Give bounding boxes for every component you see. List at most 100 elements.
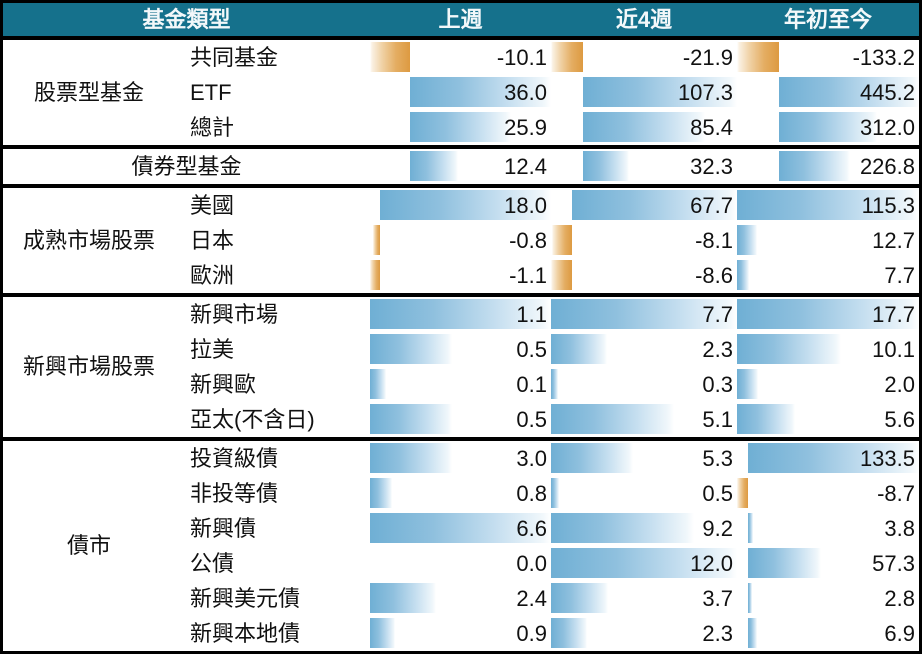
data-bar — [748, 583, 752, 613]
data-bar — [737, 478, 749, 508]
value-text: 3.7 — [702, 585, 733, 611]
data-bar — [748, 513, 753, 543]
row-label: 新興歐 — [190, 371, 257, 397]
row-label: 新興債 — [190, 515, 257, 541]
data-bar — [737, 190, 919, 220]
value-cell: 10.1 — [737, 332, 919, 367]
value-cell: 5.3 — [551, 441, 737, 476]
data-bar — [551, 260, 572, 290]
value-text: 5.1 — [702, 406, 733, 432]
data-bar — [551, 369, 559, 399]
data-bar — [370, 334, 453, 364]
value-text: 7.7 — [884, 262, 915, 288]
value-cell: 2.3 — [551, 332, 737, 367]
value-cell: 0.1 — [370, 367, 551, 402]
value-text: 12.0 — [690, 550, 733, 576]
value-cell: 445.2 — [737, 75, 919, 110]
value-cell: 7.7 — [551, 297, 737, 332]
data-bar — [748, 548, 822, 578]
value-text: 6.9 — [884, 620, 915, 646]
row-label: 新興市場 — [190, 301, 279, 327]
value-cell: 0.9 — [370, 616, 551, 651]
data-bar — [778, 112, 878, 142]
value-text: 32.3 — [690, 153, 733, 179]
row-label: 日本 — [190, 227, 235, 253]
value-cell: -133.2 — [737, 40, 919, 75]
data-bar — [551, 513, 694, 543]
data-bar — [778, 77, 919, 107]
value-text: 2.4 — [516, 585, 547, 611]
value-text: 0.8 — [516, 480, 547, 506]
value-text: 0.0 — [516, 550, 547, 576]
value-text: 12.4 — [504, 153, 547, 179]
data-bar — [551, 478, 559, 508]
value-cell: -0.8 — [370, 223, 551, 258]
value-cell: 1.1 — [370, 297, 551, 332]
row-label: 新興美元債 — [190, 585, 301, 611]
value-cell: 5.6 — [737, 402, 919, 437]
row-label: 歐洲 — [190, 262, 235, 288]
section-equity-funds: 股票型基金 共同基金 -10.1 -21.9 -133.2 ETF 36.0 1… — [3, 36, 919, 145]
value-cell: 25.9 — [370, 110, 551, 145]
value-cell: -8.1 — [551, 223, 737, 258]
data-bar — [370, 583, 436, 613]
value-cell: 6.6 — [370, 511, 551, 546]
data-bar — [551, 334, 607, 364]
data-bar — [551, 299, 737, 329]
value-cell: 0.5 — [370, 332, 551, 367]
data-bar — [737, 299, 919, 329]
value-cell: 85.4 — [551, 110, 737, 145]
data-bar — [370, 369, 387, 399]
data-bar — [737, 404, 795, 434]
data-bar — [370, 404, 453, 434]
value-text: 226.8 — [859, 153, 915, 179]
value-cell: 0.5 — [370, 402, 551, 437]
value-cell: 0.5 — [551, 476, 737, 511]
value-cell: -8.6 — [551, 258, 737, 293]
data-bar — [737, 42, 779, 72]
value-cell: 2.0 — [737, 367, 919, 402]
row-label: 拉美 — [190, 336, 235, 362]
value-text: 6.6 — [516, 515, 547, 541]
row-label: 總計 — [190, 114, 235, 140]
data-bar — [370, 260, 381, 290]
data-bar — [737, 334, 841, 364]
value-cell: 57.3 — [737, 546, 919, 581]
group-label: 新興市場股票 — [22, 354, 155, 379]
header-last-week: 上週 — [438, 6, 483, 32]
row-label: 投資級債 — [190, 445, 279, 471]
value-text: 107.3 — [677, 79, 733, 105]
header-year-to-date: 年初至今 — [783, 6, 872, 32]
value-text: 17.7 — [872, 301, 915, 327]
value-text: 12.7 — [872, 227, 915, 253]
group-label: 成熟市場股票 — [22, 227, 155, 253]
value-text: 0.5 — [702, 480, 733, 506]
data-bar — [380, 190, 551, 220]
value-cell: -8.7 — [737, 476, 919, 511]
value-text: 0.5 — [516, 406, 547, 432]
value-cell: 0.8 — [370, 476, 551, 511]
value-text: -8.1 — [695, 227, 733, 253]
value-cell: 17.7 — [737, 297, 919, 332]
group-label: 股票型基金 — [33, 79, 144, 105]
data-bar — [551, 583, 609, 613]
value-text: 0.9 — [516, 620, 547, 646]
value-text: 115.3 — [861, 192, 915, 218]
data-bar — [582, 77, 737, 107]
value-cell: 3.7 — [551, 581, 737, 616]
value-text: 25.9 — [504, 114, 547, 140]
data-bar — [370, 618, 395, 648]
section-emerging-market-equities: 新興市場股票 新興市場 1.1 7.7 17.7 拉美 0.5 2.3 10.1… — [3, 293, 919, 437]
value-text: 5.6 — [884, 406, 915, 432]
value-cell: -10.1 — [370, 40, 551, 75]
value-text: 312.0 — [859, 114, 915, 140]
data-bar — [409, 151, 459, 181]
row-label: 非投等債 — [190, 480, 279, 506]
data-bar — [370, 42, 410, 72]
data-bar — [552, 225, 572, 255]
row-label: 公債 — [190, 550, 235, 576]
value-text: 0.1 — [516, 371, 547, 397]
data-bar — [582, 112, 706, 142]
value-text: 133.5 — [859, 445, 915, 471]
section-bond-markets: 債市 投資級債 3.0 5.3 133.5 非投等債 0.8 0.5 -8.7 … — [3, 437, 919, 651]
